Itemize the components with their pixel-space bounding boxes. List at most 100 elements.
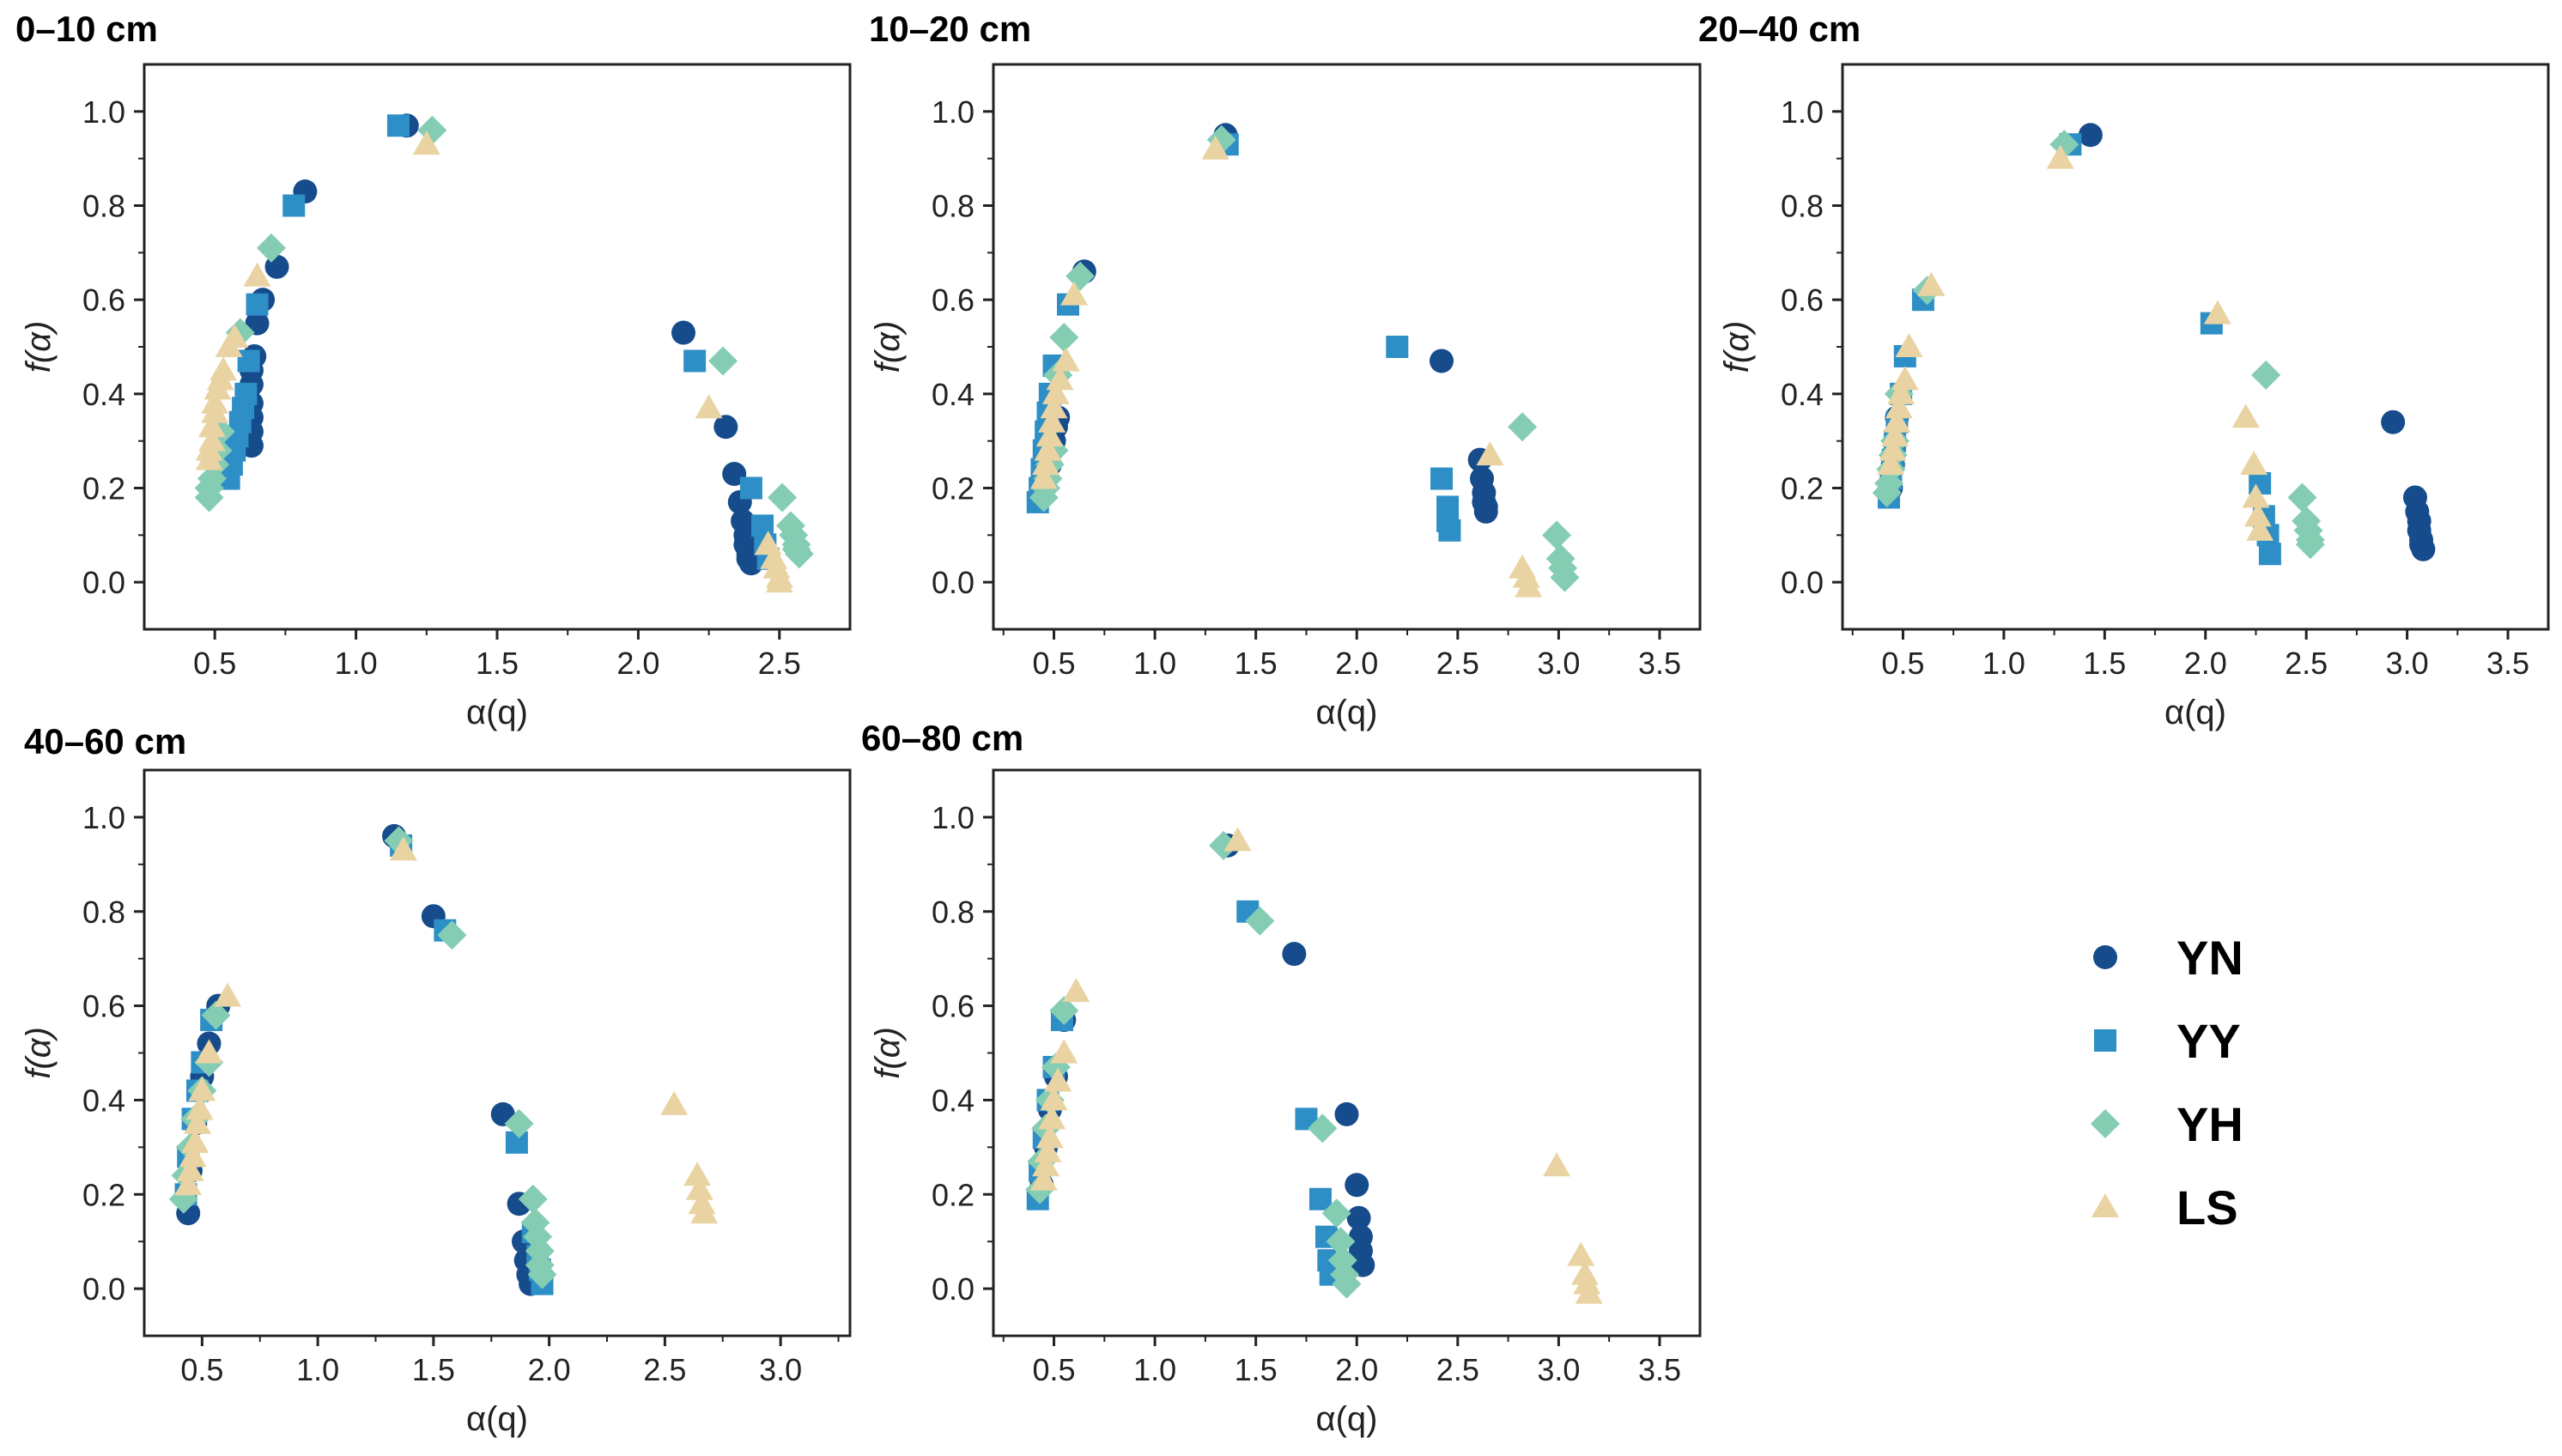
data-point-yn (1345, 1173, 1369, 1198)
x-tick-label: 2.0 (616, 646, 659, 681)
data-point-yn (2411, 537, 2436, 561)
series-yn (1037, 123, 1498, 524)
data-point-yy (386, 114, 410, 137)
x-axis-label: α(q) (1315, 694, 1377, 731)
data-point-ls (1046, 366, 1074, 391)
data-point-ls (683, 1162, 712, 1186)
x-tick-label: 1.5 (1235, 1352, 1278, 1387)
data-point-yh (1326, 1227, 1356, 1257)
data-point-yh (1049, 996, 1079, 1026)
data-point-yn (1351, 1253, 1375, 1277)
x-tick-label: 3.0 (1537, 646, 1580, 681)
series-yy (1026, 133, 1461, 542)
legend-marker-yh (2091, 1109, 2120, 1138)
x-tick-label: 2.5 (1436, 646, 1479, 681)
panel-title: 40–60 cm (24, 721, 186, 761)
data-point-yh (1308, 1113, 1338, 1144)
data-point-ls (1032, 451, 1060, 476)
y-tick-label: 1.0 (82, 94, 125, 130)
x-tick-label: 0.5 (180, 1352, 223, 1387)
data-point-ls (1029, 464, 1058, 489)
data-point-ls (183, 1109, 211, 1134)
data-point-yy (739, 476, 762, 500)
data-point-yy (683, 349, 707, 373)
data-point-ls (2240, 451, 2268, 476)
data-point-ls (243, 262, 271, 287)
data-point-ls (181, 1128, 209, 1153)
data-point-yy (1438, 519, 1461, 542)
data-point-yn (1346, 1205, 1371, 1230)
data-point-yh (1332, 1269, 1362, 1299)
data-point-ls (660, 1090, 689, 1115)
data-point-ls (2242, 483, 2270, 508)
data-point-yy (282, 194, 306, 217)
x-tick-label: 1.0 (1133, 646, 1176, 681)
data-point-ls (389, 836, 417, 861)
panel-40-60-cm: 40–60 cm 0.5 1.0 1.5 2.0 2.5 3.0 0.0 0.2 0.4 0.6 0.… (20, 721, 852, 1438)
x-tick-label: 2.0 (528, 1352, 571, 1387)
data-point-ls (1034, 1138, 1062, 1162)
y-tick-label: 0.8 (82, 189, 125, 224)
data-point-ls (695, 394, 723, 419)
data-point-yy (234, 382, 258, 405)
data-point-ls (1887, 379, 1915, 404)
data-point-ls (1223, 827, 1252, 852)
legend-label-yh: YH (2176, 1097, 2243, 1151)
y-tick-label: 1.0 (82, 800, 125, 835)
data-point-yn (2381, 410, 2406, 434)
data-point-yh (518, 1184, 548, 1214)
series-yy (1878, 133, 2281, 566)
data-point-ls (1044, 1067, 1072, 1092)
data-point-yn (2078, 123, 2103, 148)
panel-title: 60–80 cm (861, 718, 1023, 758)
data-point-ls (690, 1199, 719, 1224)
data-point-yy (1308, 1187, 1332, 1210)
y-tick-label: 1.0 (932, 94, 974, 130)
data-point-ls (412, 130, 440, 155)
data-point-yh (1245, 906, 1275, 936)
data-point-ls (2246, 516, 2274, 541)
data-point-ls (2046, 144, 2074, 169)
y-tick-label: 0.4 (932, 1083, 974, 1118)
data-point-ls (197, 427, 226, 452)
data-point-yh (768, 482, 798, 513)
data-point-ls (1038, 1105, 1066, 1130)
x-tick-label: 3.0 (1537, 1352, 1580, 1387)
legend-label-yy: YY (2176, 1014, 2241, 1068)
data-point-ls (214, 982, 242, 1007)
x-tick-label: 1.5 (1235, 646, 1278, 681)
x-tick-label: 2.0 (1335, 1352, 1378, 1387)
data-point-ls (1917, 271, 1946, 296)
y-axis-label: f(α) (869, 1027, 907, 1079)
panel-title: 10–20 cm (869, 9, 1031, 49)
data-point-ls (188, 1077, 216, 1101)
x-tick-label: 2.5 (643, 1352, 686, 1387)
data-point-yn (1430, 349, 1454, 373)
data-point-ls (1883, 408, 1911, 433)
x-axis-label: α(q) (466, 1400, 528, 1438)
y-tick-label: 0.8 (932, 895, 974, 930)
series-yh (168, 826, 557, 1289)
data-point-yn (1473, 499, 1498, 524)
x-axis-label: α(q) (466, 694, 528, 731)
data-point-ls (221, 324, 249, 349)
data-point-ls (1040, 394, 1068, 419)
x-tick-label: 2.0 (1335, 646, 1378, 681)
data-point-ls (1034, 436, 1062, 461)
data-point-yh (708, 346, 738, 376)
data-point-ls (1476, 441, 1504, 466)
data-point-ls (197, 413, 226, 438)
data-point-yh (2295, 530, 2325, 560)
x-tick-label: 3.0 (759, 1352, 802, 1387)
data-point-yh (2251, 360, 2281, 390)
series-ls (1029, 135, 1543, 598)
plot-frame (1841, 63, 2550, 631)
data-point-yn (713, 415, 738, 440)
y-tick-label: 0.4 (932, 377, 974, 412)
data-point-ls (2243, 502, 2272, 527)
y-tick-label: 0.6 (1781, 282, 1824, 318)
data-point-yh (784, 539, 814, 569)
panel-60-80-cm: 60–80 cm 0.5 1.0 1.5 2.0 2.5 3.0 3.5 0.0 0.2 0.4 0.… (861, 718, 1702, 1438)
legend-marker-ls (2091, 1193, 2119, 1217)
data-point-ls (1035, 1124, 1064, 1149)
